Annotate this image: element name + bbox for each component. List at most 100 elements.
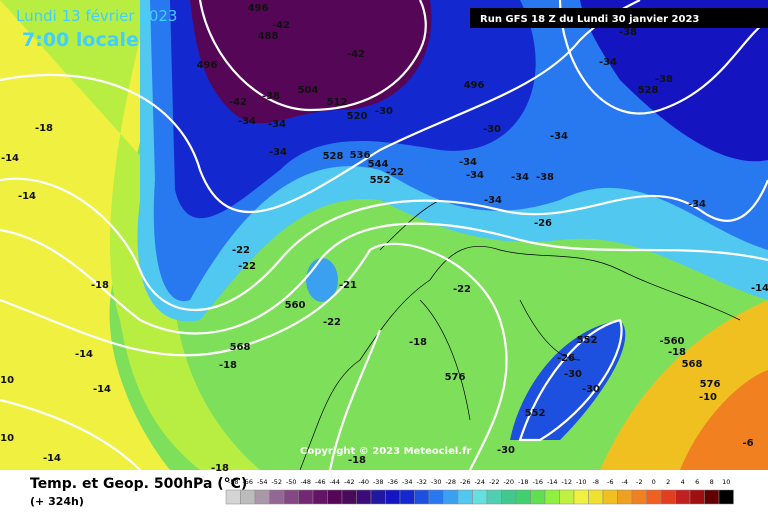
colorbar-label: -20 xyxy=(503,478,514,486)
contour-label: -34 xyxy=(688,199,706,210)
contour-label: -18 xyxy=(668,347,686,358)
colorbar-swatch xyxy=(414,489,430,505)
contour-label: 520 xyxy=(347,111,368,122)
colorbar-swatch xyxy=(269,489,285,505)
contour-label: -18 xyxy=(348,455,366,466)
contour-label: 552 xyxy=(525,408,546,419)
contour-label: -34 xyxy=(599,57,617,68)
contour-label: 496 xyxy=(248,3,269,14)
contour-label: 536 xyxy=(350,150,371,161)
colorbar-swatch xyxy=(675,489,691,505)
colorbar-label: -14 xyxy=(547,478,558,486)
colorbar-label: -52 xyxy=(271,478,282,486)
colorbar-label: 0 xyxy=(652,478,656,486)
zone xyxy=(0,0,260,470)
warm-east-core xyxy=(680,370,768,470)
contour xyxy=(198,0,427,112)
contour-label: -14 xyxy=(75,349,93,360)
colorbar-label: -38 xyxy=(373,478,384,486)
contour-label: 560 xyxy=(285,300,306,311)
colorbar-label: -16 xyxy=(532,478,543,486)
colorbar-swatch xyxy=(472,489,488,505)
coastline xyxy=(299,246,741,471)
contour-label: 544 xyxy=(368,159,389,170)
contour-label: 488 xyxy=(258,31,279,42)
contour xyxy=(558,0,768,115)
colorbar-label: -50 xyxy=(286,478,297,486)
contour-label: -22 xyxy=(453,284,471,295)
contour-label: 496 xyxy=(464,80,485,91)
contour-label: -30 xyxy=(582,384,600,395)
contour-label: -42 xyxy=(347,49,365,60)
contour-label: 552 xyxy=(577,335,598,346)
contour-label: -560 xyxy=(659,336,684,347)
copyright: Copyright © 2023 Meteociel.fr xyxy=(300,446,471,457)
contour-label: -38 xyxy=(655,74,673,85)
cold-core-east xyxy=(580,0,768,162)
colorbar: -58 -56 -54 -52 -50 -48 -46 -44 -42 -40 -38 -36 -34-… xyxy=(225,478,734,505)
colorbar-label: -24 xyxy=(474,478,485,486)
contour-label: -38 xyxy=(536,172,554,183)
contour-label: 496 xyxy=(197,60,218,71)
warm-west xyxy=(0,0,170,470)
colorbar-label: -22 xyxy=(489,478,500,486)
contour-label: -34 xyxy=(511,172,529,183)
contour-label: -10 xyxy=(699,392,717,403)
colorbar-swatch xyxy=(588,489,604,505)
contour-label: -22 xyxy=(238,261,256,272)
contour-label: -6 xyxy=(742,438,753,449)
colorbar-swatch xyxy=(225,489,241,505)
colorbar-swatch xyxy=(457,489,473,505)
contour-label: 568 xyxy=(682,359,703,370)
colorbar-swatch xyxy=(515,489,531,505)
colorbar-label: -40 xyxy=(358,478,369,486)
contour-label: -10 xyxy=(0,375,14,386)
colorbar-swatch xyxy=(283,489,299,505)
run-info: Run GFS 18 Z du Lundi 30 janvier 2023 xyxy=(480,14,699,25)
contour-label: 528 xyxy=(323,151,344,162)
contour xyxy=(0,177,768,311)
colorbar-label: 6 xyxy=(695,478,699,486)
colorbar-swatch xyxy=(443,489,459,505)
colorbar-label: 10 xyxy=(722,478,730,486)
colorbar-swatch xyxy=(559,489,575,505)
contour-label: -34 xyxy=(238,116,256,127)
colorbar-swatch xyxy=(530,489,546,505)
colorbar-swatch xyxy=(399,489,415,505)
contour xyxy=(0,0,641,213)
contour-label: -18 xyxy=(219,360,237,371)
colorbar-label: -46 xyxy=(315,478,326,486)
colorbar-label: -8 xyxy=(593,478,599,486)
contour-label: 568 xyxy=(230,342,251,353)
colorbar-swatch xyxy=(486,489,502,505)
colorbar-label: -26 xyxy=(460,478,471,486)
contour-label: -21 xyxy=(339,280,357,291)
colorbar-label: -44 xyxy=(329,478,340,486)
colorbar-label: -32 xyxy=(416,478,427,486)
colorbar-swatch xyxy=(312,489,328,505)
contour xyxy=(0,329,382,471)
contour-label: 576 xyxy=(700,379,721,390)
colorbar-label: -10 xyxy=(576,478,587,486)
local-time: 7:00 locale xyxy=(22,29,139,51)
contour-label: -38 xyxy=(619,27,637,38)
contour-label: -34 xyxy=(269,147,287,158)
contour xyxy=(518,318,623,442)
contour-label: 576 xyxy=(445,372,466,383)
cutoff-low xyxy=(510,320,626,440)
colorbar-swatch xyxy=(356,489,372,505)
contour-label: -42 xyxy=(229,97,247,108)
contour-label: -34 xyxy=(466,170,484,181)
colorbar-swatch xyxy=(298,489,314,505)
colorbar-swatch xyxy=(689,489,705,505)
contour-label: -14 xyxy=(18,191,36,202)
colorbar-swatch xyxy=(385,489,401,505)
contour xyxy=(0,242,508,471)
colorbar-swatch xyxy=(327,489,343,505)
colorbar-label: -36 xyxy=(387,478,398,486)
contour-label: -22 xyxy=(232,245,250,256)
colorbar-label: -4 xyxy=(622,478,628,486)
colorbar-label: 2 xyxy=(666,478,670,486)
